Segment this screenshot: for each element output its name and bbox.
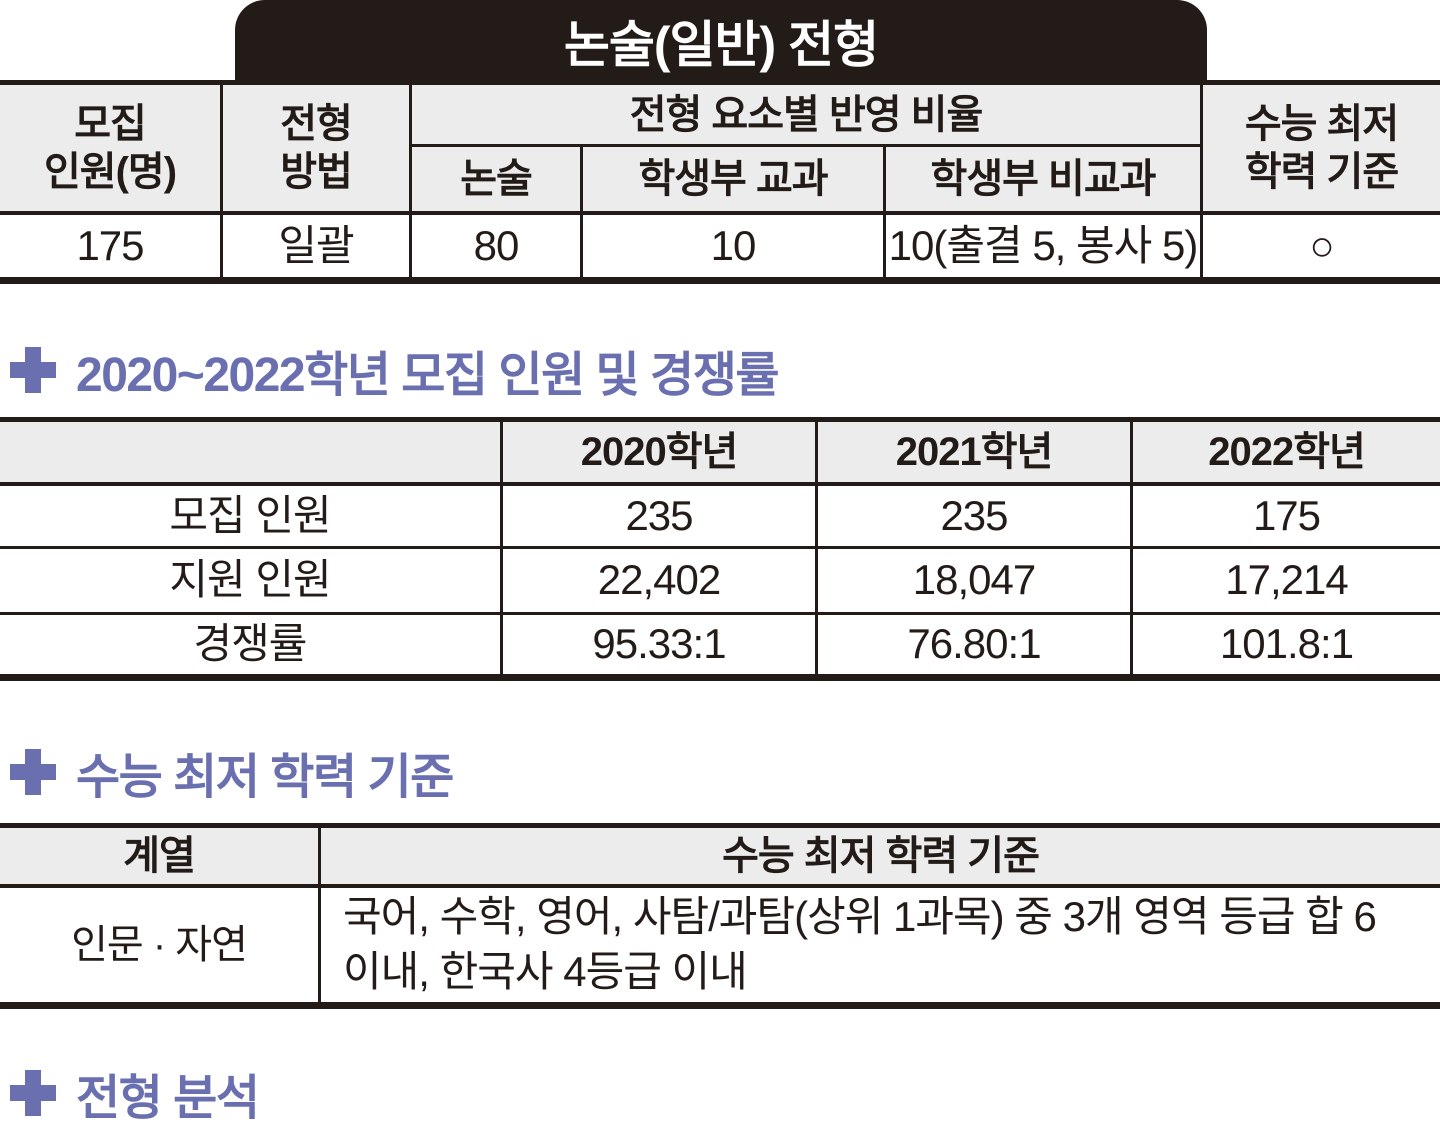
competition-table: 2020학년 2021학년 2022학년 모집 인원 235 235 175 지…	[0, 417, 1440, 681]
applicants-2021: 18,047	[815, 546, 1130, 612]
header-sat-criteria: 수능 최저 학력 기준	[318, 828, 1440, 884]
section-competition-title: 2020~2022학년 모집 인원 및 경쟁률	[76, 349, 780, 402]
section-sat-title: 수능 최저 학력 기준	[76, 751, 454, 804]
section-sat-heading: 수능 최저 학력 기준	[10, 737, 454, 807]
plus-icon	[10, 347, 56, 393]
value-school-record-subjects: 10	[580, 211, 883, 277]
plus-icon	[10, 749, 56, 795]
applicants-2020: 22,402	[500, 546, 815, 612]
header-method: 전형 방법	[220, 85, 409, 211]
value-method: 일괄	[220, 211, 409, 277]
year-header-2022: 2022학년	[1130, 422, 1440, 482]
header-school-record-subjects: 학생부 교과	[580, 147, 883, 211]
header-ratio-group: 전형 요소별 반영 비율	[409, 85, 1200, 147]
year-header-2021: 2021학년	[815, 422, 1130, 482]
row-label-recruit: 모집 인원	[0, 482, 500, 546]
value-sat-minimum: ○	[1200, 211, 1440, 277]
value-recruit-count: 175	[0, 211, 220, 277]
row-label-ratio: 경쟁률	[0, 612, 500, 674]
section-analysis-heading: 전형 분석	[10, 1058, 260, 1128]
value-essay: 80	[409, 211, 580, 277]
recruit-2022: 175	[1130, 482, 1440, 546]
corner-header	[0, 422, 500, 482]
recruit-2021: 235	[815, 482, 1130, 546]
header-sat-minimum: 수능 최저 학력 기준	[1200, 85, 1440, 211]
ratio-2021: 76.80:1	[815, 612, 1130, 674]
track-label: 인문 · 자연	[0, 884, 318, 1002]
header-recruit-count: 모집 인원(명)	[0, 85, 220, 211]
sat-minimum-table: 계열 수능 최저 학력 기준 인문 · 자연 국어, 수학, 영어, 사탐/과탐…	[0, 823, 1440, 1009]
sat-criteria-text: 국어, 수학, 영어, 사탐/과탐(상위 1과목) 중 3개 영역 등급 합 6…	[318, 884, 1440, 1002]
ratio-2022: 101.8:1	[1130, 612, 1440, 674]
section-analysis-title: 전형 분석	[76, 1072, 260, 1125]
admission-type-title: 논술(일반) 전형	[563, 17, 879, 73]
recruit-2020: 235	[500, 482, 815, 546]
admission-type-tab: 논술(일반) 전형	[235, 0, 1207, 86]
applicants-2022: 17,214	[1130, 546, 1440, 612]
header-essay: 논술	[409, 147, 580, 211]
ratio-2020: 95.33:1	[500, 612, 815, 674]
row-label-applicants: 지원 인원	[0, 546, 500, 612]
header-track: 계열	[0, 828, 318, 884]
header-school-record-nonsubjects: 학생부 비교과	[883, 147, 1200, 211]
section-competition-heading: 2020~2022학년 모집 인원 및 경쟁률	[10, 335, 780, 405]
admission-overview-table: 모집 인원(명) 전형 방법 전형 요소별 반영 비율 논술 학생부 교과 학생…	[0, 80, 1440, 284]
year-header-2020: 2020학년	[500, 422, 815, 482]
plus-icon	[10, 1070, 56, 1116]
value-school-record-nonsubjects: 10(출결 5, 봉사 5)	[883, 211, 1200, 277]
